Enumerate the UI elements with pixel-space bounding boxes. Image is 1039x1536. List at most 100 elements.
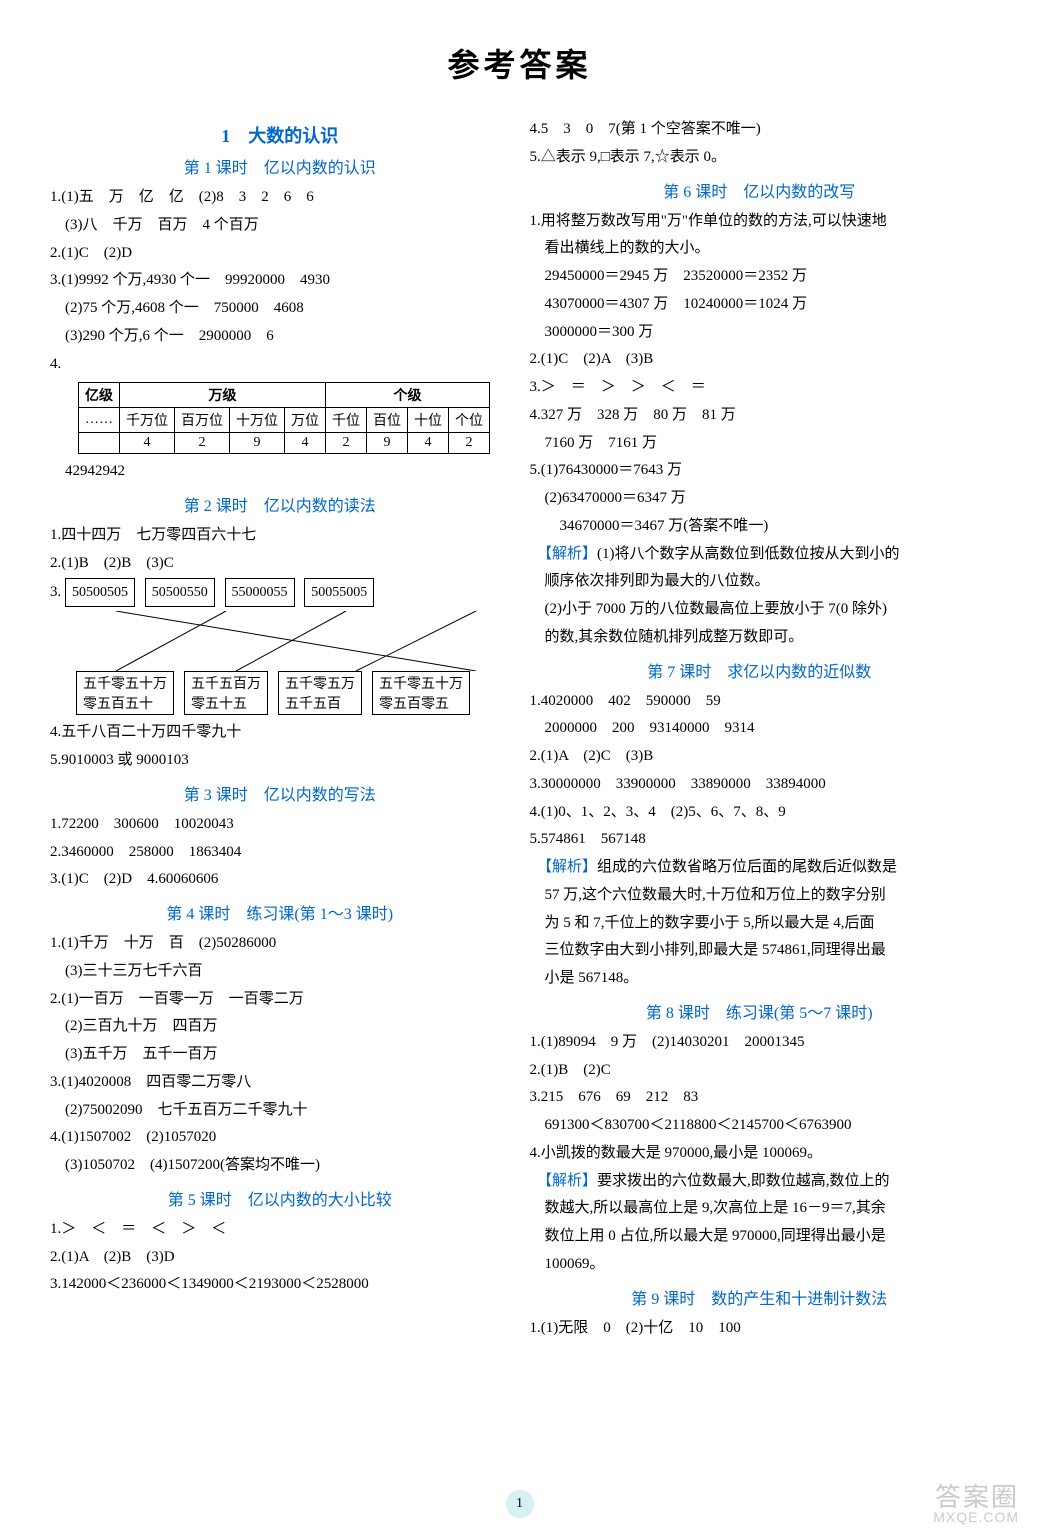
explanation-line: 【解析】(1)将八个数字从高数位到低数位按从大到小的 (530, 541, 990, 569)
explanation-line: 为 5 和 7,千位上的数字要小于 5,所以最大是 4,后面 (530, 910, 990, 938)
answer-line: (3)1050702 (4)1507200(答案均不唯一) (50, 1152, 510, 1180)
answer-line: 1.(1)千万 十万 百 (2)50286000 (50, 930, 510, 958)
watermark-subtext: MXQE.COM (933, 1510, 1019, 1524)
table-cell: 千万位 (120, 408, 175, 433)
answer-line: (3)三十三万七千六百 (50, 958, 510, 986)
match-bottom: 五千零五万五千五百 (278, 671, 362, 715)
table-head: 个级 (326, 383, 490, 408)
table-cell: 2 (175, 433, 230, 454)
answer-line: 3. 50500505 50500550 55000055 50055005 (50, 578, 510, 608)
answer-line: 3000000＝300 万 (530, 319, 990, 347)
answer-line: 2.3460000 258000 1863404 (50, 839, 510, 867)
answer-line: 4.327 万 328 万 80 万 81 万 (530, 402, 990, 430)
answer-line: 1.(1)五 万 亿 亿 (2)8 3 2 6 6 (50, 184, 510, 212)
page-title: 参考答案 (50, 40, 989, 86)
answer-line: 5.574861 567148 (530, 826, 990, 854)
explanation-line: 57 万,这个六位数最大时,十万位和万位上的数字分别 (530, 882, 990, 910)
answer-line: 7160 万 7161 万 (530, 430, 990, 458)
answer-line: 4.5 3 0 7(第 1 个空答案不唯一) (530, 116, 990, 144)
answer-line: 2.(1)C (2)A (3)B (530, 346, 990, 374)
answer-line: (3)五千万 五千一百万 (50, 1041, 510, 1069)
explanation-line: 100069。 (530, 1251, 990, 1279)
answer-line: (2)三百九十万 四百万 (50, 1013, 510, 1041)
answer-line: 3.142000＜236000＜1349000＜2193000＜2528000 (50, 1271, 510, 1299)
table-cell: 万位 (285, 408, 326, 433)
table-cell: …… (79, 408, 120, 433)
answer-line: 看出横线上的数的大小。 (530, 235, 990, 263)
match-bottom: 五千零五十万零五百五十 (76, 671, 174, 715)
explanation-line: 的数,其余数位随机排列成整万数即可。 (530, 624, 990, 652)
explanation-line: 数位上用 0 占位,所以最大是 970000,同理得出最小是 (530, 1223, 990, 1251)
table-head: 万级 (120, 383, 326, 408)
two-column-layout: 1 大数的认识 第 1 课时 亿以内数的认识 1.(1)五 万 亿 亿 (2)8… (50, 116, 989, 1342)
answer-line: 691300＜830700＜2118800＜2145700＜6763900 (530, 1112, 990, 1140)
answer-line: 1.72200 300600 10020043 (50, 811, 510, 839)
match-top: 50500550 (145, 578, 215, 608)
answer-line: 1.(1)无限 0 (2)十亿 10 100 (530, 1315, 990, 1343)
answer-line: 42942942 (50, 458, 510, 486)
watermark: 答案圈 MXQE.COM (933, 1484, 1019, 1524)
explanation-line: (2)小于 7000 万的八位数最高位上要放小于 7(0 除外) (530, 596, 990, 624)
explanation-label: 【解析】 (545, 1173, 598, 1189)
answer-line: 3.(1)9992 个万,4930 个一 99920000 4930 (50, 267, 510, 295)
answer-line: (2)63470000＝6347 万 (530, 485, 990, 513)
q3-label: 3. (50, 584, 61, 600)
explanation-line: 三位数字由大到小排列,即最大是 574861,同理得出最 (530, 937, 990, 965)
table-cell: 百万位 (175, 408, 230, 433)
section-3-title: 第 3 课时 亿以内数的写法 (50, 781, 510, 805)
section-2-title: 第 2 课时 亿以内数的读法 (50, 492, 510, 516)
answer-line: 1.用将整万数改写用"万"作单位的数的方法,可以快速地 (530, 208, 990, 236)
explanation-label: 【解析】 (545, 546, 598, 562)
table-cell: 十位 (408, 408, 449, 433)
section-1-title: 第 1 课时 亿以内数的认识 (50, 154, 510, 178)
table-cell: 9 (367, 433, 408, 454)
answer-line: 5.(1)76430000＝7643 万 (530, 457, 990, 485)
place-value-table: 亿级 万级 个级 …… 千万位 百万位 十万位 万位 千位 百位 十位 个位 (78, 382, 490, 454)
match-bottom: 五千五百万零五十五 (184, 671, 268, 715)
answer-line: (3)290 个万,6 个一 2900000 6 (50, 323, 510, 351)
section-5-title: 第 5 课时 亿以内数的大小比较 (50, 1186, 510, 1210)
answer-line: 4.(1)0、1、2、3、4 (2)5、6、7、8、9 (530, 799, 990, 827)
table-cell: 个位 (449, 408, 490, 433)
answer-line: 2.(1)A (2)C (3)B (530, 743, 990, 771)
answer-line: 3.(1)C (2)D 4.60060606 (50, 866, 510, 894)
answer-line: 2000000 200 93140000 9314 (530, 715, 990, 743)
answer-line: 4.小凯拨的数最大是 970000,最小是 100069。 (530, 1140, 990, 1168)
answer-line: 1.四十四万 七万零四百六十七 (50, 522, 510, 550)
answer-line: 2.(1)B (2)C (530, 1057, 990, 1085)
matching-lines-icon (76, 611, 496, 671)
answer-line: 2.(1)B (2)B (3)C (50, 550, 510, 578)
answer-line: 4.五千八百二十万四千零九十 (50, 719, 510, 747)
answer-line: 2.(1)C (2)D (50, 240, 510, 268)
answer-line: 4. (50, 351, 510, 379)
table-cell: 4 (408, 433, 449, 454)
explanation-line: 数越大,所以最高位上是 9,次高位上是 16－9＝7,其余 (530, 1195, 990, 1223)
explanation-line: 顺序依次排列即为最大的八位数。 (530, 568, 990, 596)
answer-line: 3.215 676 69 212 83 (530, 1084, 990, 1112)
section-6-title: 第 6 课时 亿以内数的改写 (530, 178, 990, 202)
chapter-title: 1 大数的认识 (50, 122, 510, 148)
answer-line: 4.(1)1507002 (2)1057020 (50, 1124, 510, 1152)
section-4-title: 第 4 课时 练习课(第 1～3 课时) (50, 900, 510, 924)
answer-line: 5.△表示 9,□表示 7,☆表示 0。 (530, 144, 990, 172)
table-cell (79, 433, 120, 454)
answer-line: (2)75002090 七千五百万二千零九十 (50, 1097, 510, 1125)
answer-line: 1.＞ ＜ ＝ ＜ ＞ ＜ (50, 1216, 510, 1244)
answer-line: 3.30000000 33900000 33890000 33894000 (530, 771, 990, 799)
answer-line: 2.(1)一百万 一百零一万 一百零二万 (50, 986, 510, 1014)
explanation-line: 【解析】要求拨出的六位数最大,即数位越高,数位上的 (530, 1168, 990, 1196)
answer-line: 34670000＝3467 万(答案不唯一) (530, 513, 990, 541)
watermark-text: 答案圈 (935, 1482, 1019, 1512)
match-top: 55000055 (225, 578, 295, 608)
table-cell: 千位 (326, 408, 367, 433)
page-number-badge: 1 (506, 1490, 534, 1518)
table-cell: 百位 (367, 408, 408, 433)
table-cell: 4 (120, 433, 175, 454)
explanation-line: 【解析】组成的六位数省略万位后面的尾数后近似数是 (530, 854, 990, 882)
table-cell: 2 (449, 433, 490, 454)
section-9-title: 第 9 课时 数的产生和十进制计数法 (530, 1285, 990, 1309)
match-bottom: 五千零五十万零五百零五 (372, 671, 470, 715)
right-column: 4.5 3 0 7(第 1 个空答案不唯一) 5.△表示 9,□表示 7,☆表示… (530, 116, 990, 1342)
table-cell: 十万位 (230, 408, 285, 433)
section-8-title: 第 8 课时 练习课(第 5～7 课时) (530, 999, 990, 1023)
